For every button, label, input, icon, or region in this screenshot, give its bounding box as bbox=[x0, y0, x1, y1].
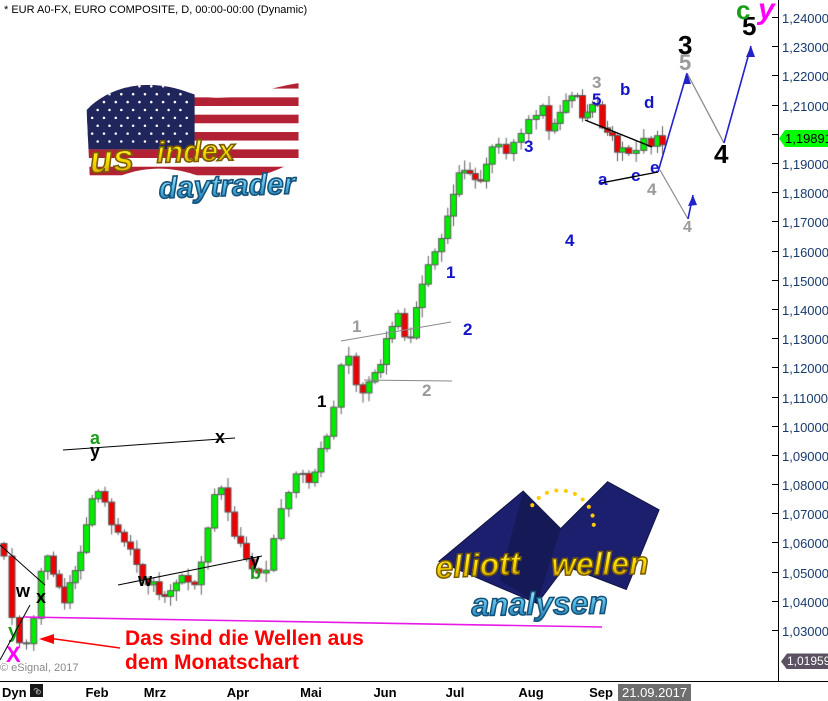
svg-text:us: us bbox=[88, 137, 135, 182]
svg-text:elliott: elliott bbox=[434, 545, 522, 585]
svg-text:analysen: analysen bbox=[471, 584, 608, 622]
svg-text:index: index bbox=[156, 134, 237, 170]
svg-text:wellen: wellen bbox=[551, 545, 649, 583]
svg-text:daytrader: daytrader bbox=[158, 167, 298, 205]
